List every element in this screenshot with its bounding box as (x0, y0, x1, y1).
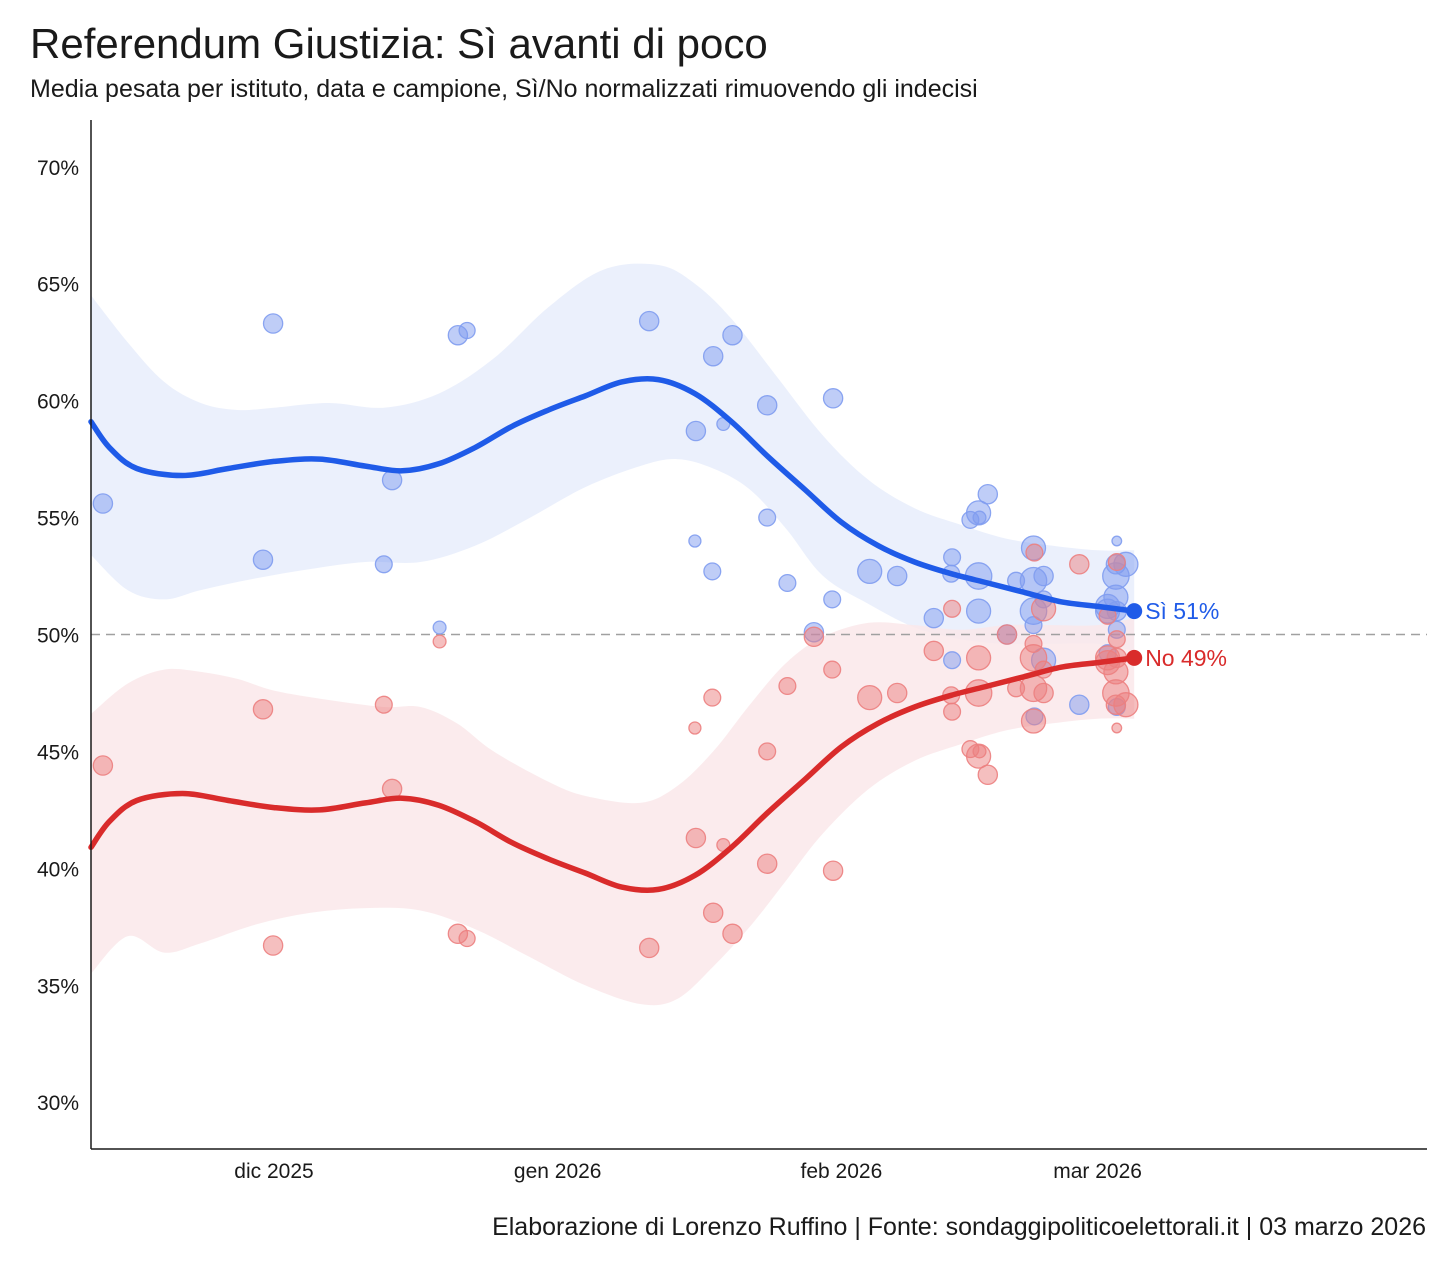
poll-point-no (886, 682, 908, 704)
poll-point-si (758, 508, 777, 527)
chart-title: Referendum Giustizia: Sì avanti di poco (30, 20, 768, 67)
poll-point-no (758, 742, 777, 761)
poll-point-no (756, 853, 778, 874)
y-tick-label: 35% (37, 975, 79, 998)
poll-point-no (996, 624, 1018, 645)
y-tick-label: 30% (37, 1092, 79, 1115)
poll-point-no (432, 634, 447, 649)
poll-point-si (458, 321, 476, 340)
poll-point-no (822, 860, 844, 881)
poll-point-si (1069, 694, 1090, 715)
poll-point-no (965, 645, 992, 671)
poll-point-si (252, 549, 274, 570)
trend-lines (88, 375, 1143, 894)
poll-point-si (1111, 535, 1123, 547)
band-no (91, 618, 1135, 1006)
poll-point-no (923, 640, 945, 662)
chart-subtitle: Media pesata per istituto, data e campio… (30, 75, 978, 103)
poll-point-si (703, 562, 722, 581)
poll-point-no (803, 626, 825, 648)
y-tick-label: 45% (37, 741, 79, 764)
band-si (91, 263, 1135, 651)
poll-point-si (432, 620, 447, 635)
end-marker-si (1126, 603, 1143, 620)
poll-point-si (688, 534, 702, 548)
poll-point-si (943, 548, 962, 567)
y-tick-label: 65% (37, 274, 79, 297)
confidence-bands (91, 263, 1135, 1006)
poll-point-si (262, 313, 284, 334)
trend-line-si (88, 375, 1137, 614)
poll-point-no (823, 660, 842, 679)
y-tick-label: 55% (37, 508, 79, 531)
poll-point-no (1113, 692, 1139, 718)
poll-point-no (252, 699, 274, 720)
poll-point-si (756, 395, 778, 416)
poll-point-no (1107, 552, 1126, 572)
poll-point-si (92, 493, 114, 514)
poll-point-no (722, 923, 743, 945)
poll-point-no (1033, 682, 1054, 704)
poll-point-si (638, 310, 660, 332)
end-label-no: No 49% (1145, 645, 1227, 671)
y-tick-label: 40% (37, 858, 79, 881)
poll-point-si (886, 565, 908, 587)
poll-point-no (703, 688, 722, 707)
poll-point-si (857, 558, 883, 585)
x-tick-label: mar 2026 (1053, 1160, 1142, 1183)
end-labels: Sì 51% No 49% (1145, 598, 1227, 671)
poll-point-no (943, 599, 962, 618)
y-tick-label: 60% (37, 391, 79, 414)
poll-point-si (1024, 616, 1043, 635)
poll-point-no (374, 695, 393, 714)
x-tick-label: feb 2026 (801, 1160, 883, 1183)
y-tick-label: 50% (37, 625, 79, 648)
poll-point-no (943, 702, 962, 721)
poll-point-no (857, 684, 883, 711)
x-tick-label: gen 2026 (514, 1160, 602, 1183)
poll-point-no (92, 755, 114, 776)
poll-point-no (638, 937, 660, 959)
poll-point-si (977, 483, 999, 505)
chart-caption: Elaborazione di Lorenzo Ruffino | Fonte:… (492, 1213, 1426, 1241)
poll-point-no (977, 764, 999, 786)
y-tick-label: 70% (37, 157, 79, 180)
poll-point-no (1020, 708, 1047, 734)
poll-point-no (685, 827, 707, 849)
poll-point-si (965, 598, 992, 624)
poll-point-no (1107, 630, 1126, 649)
poll-point-si (702, 345, 724, 367)
poll-point-no (1024, 634, 1043, 653)
poll-point-si (1033, 565, 1054, 587)
poll-point-si (965, 500, 992, 526)
trend-line-no (88, 655, 1137, 894)
poll-point-no (1111, 722, 1123, 734)
axes (90, 120, 1427, 1150)
poll-point-no (262, 935, 284, 956)
poll-point-si (722, 324, 743, 346)
poll-point-si (778, 573, 797, 593)
poll-point-si (923, 607, 945, 629)
poll-point-si (685, 420, 707, 442)
poll-point-no (965, 743, 992, 769)
poll-point-si (943, 651, 962, 670)
poll-point-si (822, 388, 844, 409)
poll-point-si (374, 555, 393, 574)
poll-point-si (823, 590, 842, 609)
poll-point-no (778, 676, 797, 696)
x-tick-label: dic 2025 (234, 1160, 313, 1183)
tick-labels: 30% 35% 40% 45% 50% 55% 60% 65% 70% dic 2025 gen 2… (37, 157, 1142, 1183)
poll-point-no (1069, 554, 1090, 575)
poll-point-no (1025, 543, 1044, 562)
poll-point-no (702, 902, 724, 924)
poll-point-no (458, 929, 476, 948)
poll-point-no (688, 721, 702, 735)
end-marker-no (1126, 649, 1143, 666)
end-label-si: Sì 51% (1145, 598, 1219, 624)
